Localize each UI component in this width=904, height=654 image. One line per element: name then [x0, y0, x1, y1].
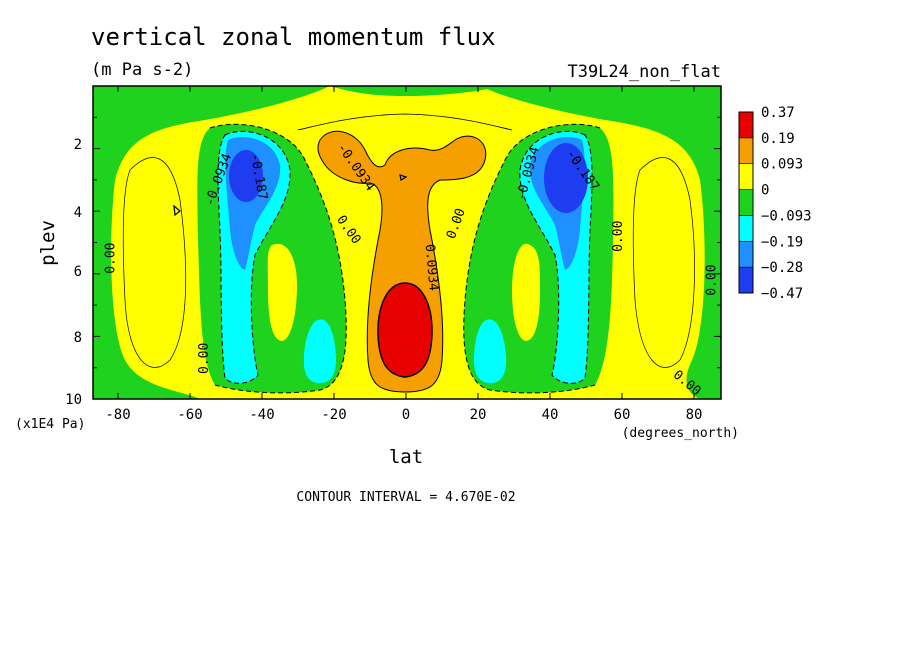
y-tick-label: 4: [74, 205, 82, 221]
legend-frame: [738, 111, 754, 294]
legend-swatch: [738, 266, 754, 294]
legend-label: −0.47: [761, 286, 803, 302]
contour-lines: [122, 113, 695, 394]
y-axis-units: (x1E4 Pa): [15, 417, 85, 432]
legend-swatch: [738, 137, 754, 165]
legend-swatch: [738, 215, 754, 242]
x-axis-label: lat: [389, 446, 423, 468]
field-yellow-pocket-left: [267, 243, 298, 341]
field-green-top: [330, 86, 500, 96]
x-tick-label: -60: [177, 407, 202, 423]
x-tick-labels: -80 -60 -40 -20 0 20 40 60 80: [105, 407, 702, 423]
y-tick-label: 2: [74, 137, 82, 153]
x-tick-label: 40: [542, 407, 559, 423]
field-red-core: [377, 283, 433, 377]
x-axis-ticks: [117, 86, 695, 399]
x-axis-units: (degrees_north): [622, 426, 739, 441]
field-yellow-pocket-right: [512, 243, 540, 341]
legend-label: 0: [761, 183, 769, 199]
field-royalblue-nh: [544, 143, 588, 213]
y-tick-label: 6: [74, 264, 82, 280]
field-cyan-sh-low: [303, 319, 336, 384]
x-tick-label: -20: [321, 407, 346, 423]
legend-label: 0.093: [761, 157, 803, 173]
legend-swatch: [738, 240, 754, 268]
field-orange-core: [317, 131, 486, 393]
y-axis-ticks: [93, 116, 721, 369]
contour-label: 0.00: [611, 221, 626, 252]
field-royalblue-sh: [229, 150, 263, 202]
legend-swatch: [738, 111, 754, 139]
contour-field: [93, 86, 721, 399]
contour-interval: CONTOUR INTERVAL = 4.670E-02: [296, 490, 515, 505]
y-tick-label: 8: [74, 330, 82, 346]
chart-units: (m Pa s-2): [91, 60, 193, 80]
color-legend: 0.37 0.19 0.093 0 −0.093 −0.19 −0.28 −0.47: [738, 105, 812, 302]
legend-swatch: [738, 163, 754, 190]
field-green-left: [93, 86, 330, 399]
x-tick-label: 0: [402, 407, 410, 423]
legend-label: −0.093: [761, 208, 812, 224]
x-tick-label: -40: [249, 407, 274, 423]
field-green-right: [480, 86, 721, 399]
x-tick-label: -80: [105, 407, 130, 423]
legend-label: −0.28: [761, 260, 803, 276]
y-axis-label: plev: [37, 220, 59, 266]
contour-label-text: 0.00: [103, 242, 118, 273]
legend-label: 0.37: [761, 105, 795, 121]
x-tick-label: 80: [686, 407, 703, 423]
run-label: T39L24_non_flat: [567, 62, 721, 82]
y-tick-label: 10: [65, 392, 82, 408]
y-tick-labels: 2 4 6 8 10: [65, 137, 82, 408]
x-tick-label: 20: [470, 407, 487, 423]
contour-label-text: 0.00: [197, 343, 212, 374]
contour-label: 0.00: [103, 242, 118, 273]
contour-label: 0.00: [197, 343, 212, 374]
legend-label: 0.19: [761, 131, 795, 147]
contour-label-text: 0.00: [611, 221, 626, 252]
legend-swatch: [738, 189, 754, 216]
legend-label: −0.19: [761, 234, 803, 250]
contour-label-text: 0.0934: [422, 243, 441, 291]
contour-label: 0.0934: [422, 243, 441, 291]
x-tick-label: 60: [614, 407, 631, 423]
contour-label-text: 0.00: [705, 264, 720, 295]
contour-label: 0.00: [705, 264, 720, 295]
chart-title: vertical zonal momentum flux: [91, 23, 496, 51]
field-cyan-nh-low: [474, 319, 507, 384]
